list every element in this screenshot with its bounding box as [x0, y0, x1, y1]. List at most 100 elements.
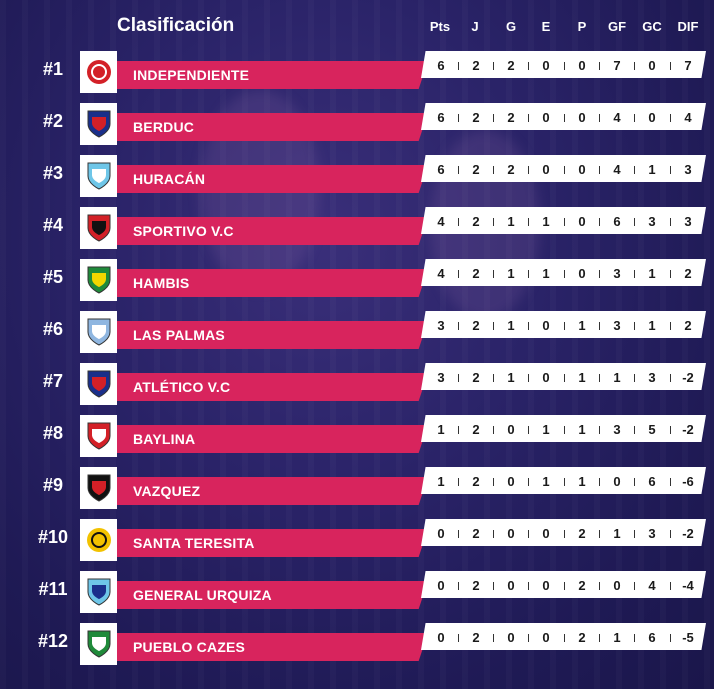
team-name: BAYLINA: [133, 431, 196, 447]
stat-divider: [493, 374, 494, 382]
stat-g: 0: [507, 526, 515, 541]
stat-dif: 7: [684, 58, 692, 73]
stat-pts: 3: [437, 318, 445, 333]
stat-divider: [528, 374, 529, 382]
rank-label: #1: [42, 59, 64, 79]
stat-g: 2: [507, 110, 515, 125]
stat-divider: [670, 218, 671, 226]
stat-j: 2: [472, 162, 480, 177]
stat-dif: -4: [682, 578, 694, 593]
stat-gf: 6: [613, 214, 621, 229]
stat-divider: [493, 270, 494, 278]
stat-divider: [670, 322, 671, 330]
stat-divider: [599, 582, 600, 590]
stat-pts: 0: [437, 526, 445, 541]
stat-gf: 0: [613, 578, 621, 593]
stat-dif: -6: [682, 474, 694, 489]
team-name-bar: INDEPENDIENTE: [117, 61, 428, 89]
table-row: #3 HURACÁN 6 2 2 0 0 4 1 3: [0, 154, 714, 206]
stat-g: 0: [507, 578, 515, 593]
stat-j: 2: [472, 474, 480, 489]
stat-e: 0: [542, 162, 550, 177]
table-row: #11 GENERAL URQUIZA 0 2 0 0 2 0 4 -4: [0, 570, 714, 622]
stat-divider: [599, 166, 600, 174]
stat-divider: [458, 530, 459, 538]
team-name: BERDUC: [133, 119, 195, 135]
stat-p: 1: [578, 370, 586, 385]
table-row: #5 HAMBIS 4 2 1 1 0 3 1 2: [0, 258, 714, 310]
stat-gf: 4: [613, 162, 621, 177]
stat-divider: [528, 426, 529, 434]
stat-e: 1: [542, 266, 550, 281]
stat-divider: [599, 62, 600, 70]
stat-divider: [528, 114, 529, 122]
stat-divider: [564, 582, 565, 590]
stat-divider: [493, 114, 494, 122]
team-name-bar: SANTA TERESITA: [117, 529, 428, 557]
stat-pts: 0: [437, 578, 445, 593]
stat-divider: [564, 62, 565, 70]
stat-divider: [458, 270, 459, 278]
stat-gc: 3: [648, 214, 656, 229]
team-name: VAZQUEZ: [133, 483, 201, 499]
stat-divider: [599, 322, 600, 330]
stat-divider: [458, 582, 459, 590]
stat-j: 2: [472, 526, 480, 541]
stat-p: 0: [578, 162, 586, 177]
stat-j: 2: [472, 58, 480, 73]
stat-j: 2: [472, 630, 480, 645]
stat-divider: [634, 426, 635, 434]
stat-pts: 6: [437, 162, 445, 177]
stat-divider: [493, 478, 494, 486]
stat-p: 1: [578, 422, 586, 437]
team-crest-icon: [80, 259, 117, 301]
table-row: #2 BERDUC 6 2 2 0 0 4 0 4: [0, 102, 714, 154]
stat-dif: 3: [684, 214, 692, 229]
stat-divider: [599, 426, 600, 434]
rank-label: #2: [42, 111, 64, 131]
header-pts: Pts: [429, 19, 451, 34]
stat-gc: 0: [648, 110, 656, 125]
stat-divider: [493, 634, 494, 642]
stat-divider: [493, 530, 494, 538]
stat-j: 2: [472, 266, 480, 281]
team-name-bar: HURACÁN: [117, 165, 428, 193]
header-gc: GC: [642, 19, 662, 34]
stat-divider: [634, 634, 635, 642]
stat-gc: 1: [648, 266, 656, 281]
team-crest-icon: [80, 571, 117, 613]
stat-divider: [458, 114, 459, 122]
rank-label: #10: [37, 527, 69, 547]
stat-dif: 3: [684, 162, 692, 177]
stat-divider: [599, 530, 600, 538]
stat-p: 1: [578, 318, 586, 333]
stat-divider: [564, 634, 565, 642]
table-row: #6 LAS PALMAS 3 2 1 0 1 3 1 2: [0, 310, 714, 362]
table-row: #4 SPORTIVO V.C 4 2 1 1 0 6 3 3: [0, 206, 714, 258]
stat-divider: [599, 374, 600, 382]
table-row: #10 SANTA TERESITA 0 2 0 0 2 1 3 -2: [0, 518, 714, 570]
stat-divider: [458, 634, 459, 642]
stat-divider: [493, 166, 494, 174]
team-crest-icon: [80, 103, 117, 145]
stat-p: 1: [578, 474, 586, 489]
stat-gf: 0: [613, 474, 621, 489]
stat-gf: 7: [613, 58, 621, 73]
stat-j: 2: [472, 578, 480, 593]
stat-gf: 3: [613, 266, 621, 281]
stat-dif: -5: [682, 630, 694, 645]
stat-divider: [528, 322, 529, 330]
stats-panel: 4 2 1 1 0 3 1 2: [421, 259, 706, 286]
stat-pts: 4: [437, 266, 445, 281]
stat-divider: [670, 634, 671, 642]
stat-divider: [528, 270, 529, 278]
stat-divider: [458, 426, 459, 434]
team-crest-icon: [80, 155, 117, 197]
stat-divider: [458, 62, 459, 70]
team-name-bar: BAYLINA: [117, 425, 428, 453]
team-crest-icon: [80, 415, 117, 457]
stat-p: 0: [578, 266, 586, 281]
stat-e: 0: [542, 630, 550, 645]
stats-panel: 0 2 0 0 2 1 6 -5: [421, 623, 706, 650]
rank-label: #12: [37, 631, 69, 651]
